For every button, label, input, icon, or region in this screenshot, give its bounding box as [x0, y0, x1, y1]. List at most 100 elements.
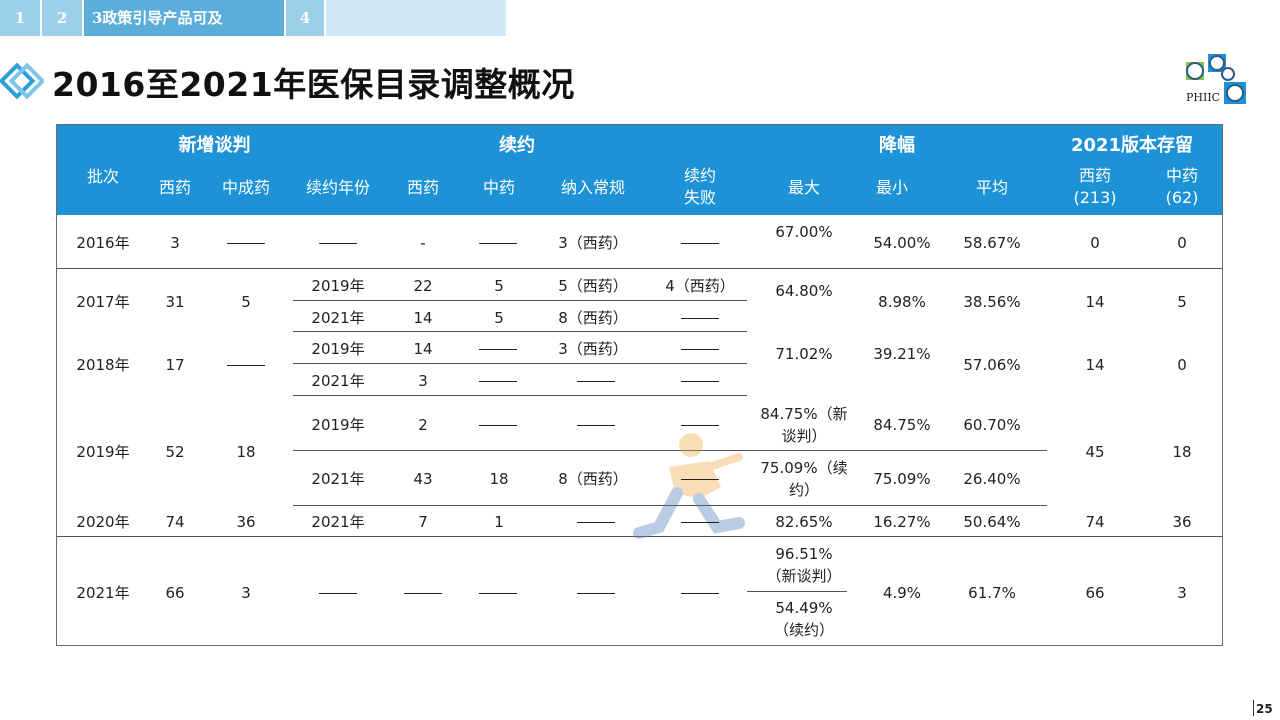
- page-number-divider: [1253, 700, 1254, 716]
- rule-2017b: [293, 331, 747, 332]
- row-2018b-dash: [577, 381, 615, 382]
- row-2017b-year: 2021年: [311, 309, 365, 327]
- row-2016-dash: [479, 243, 517, 244]
- row-2016-regular: 3（西药）: [558, 234, 628, 252]
- row-2017b-regular: 8（西药）: [558, 309, 628, 327]
- row-2018a-west: 14: [413, 340, 433, 358]
- row-2021-new-west: 66: [165, 584, 185, 602]
- row-2019b-west: 43: [413, 470, 433, 488]
- row-2021-max-new: 96.51% （新谈判）: [766, 545, 842, 585]
- sub-renew-year: 续约年份: [305, 178, 370, 197]
- row-2016-remain-west: 0: [1090, 234, 1100, 252]
- row-2017-remain-west: 14: [1085, 293, 1105, 311]
- header-remain: 2021版本存留: [1070, 135, 1194, 156]
- rule-2017a: [293, 300, 747, 301]
- row-2019b-tcm: 18: [489, 470, 509, 488]
- row-2019b-avg: 26.40%: [963, 470, 1021, 488]
- row-2019a-avg: 60.70%: [963, 416, 1021, 434]
- header-cut: 降幅: [879, 135, 915, 156]
- row-2021-remain-tcm: 3: [1177, 584, 1187, 602]
- tab-1[interactable]: 1: [0, 0, 40, 36]
- sub-renew-regular: 纳入常规: [560, 178, 625, 197]
- row-2019b-year: 2021年: [311, 470, 365, 488]
- row-2018-year: 2018年: [76, 356, 130, 374]
- rule-2016: [57, 268, 1222, 269]
- row-2016-dash: [319, 243, 357, 244]
- row-2016-avg: 58.67%: [963, 234, 1021, 252]
- sub-remain-tcm: 中药 (62): [1165, 166, 1199, 207]
- row-2016-remain-tcm: 0: [1177, 234, 1187, 252]
- runner-watermark-icon: [633, 433, 745, 539]
- row-2018-max: 71.02%: [775, 345, 833, 363]
- row-2018a-regular: 3（西药）: [558, 340, 628, 358]
- tab-2[interactable]: 2: [42, 0, 82, 36]
- phiic-logo: [1186, 54, 1246, 104]
- row-2017a-fail: 4（西药）: [665, 277, 735, 295]
- row-2017-min: 8.98%: [878, 293, 926, 311]
- rule-2021-max: [747, 591, 847, 592]
- row-2018b-west: 3: [418, 372, 428, 390]
- page-number: 25: [1256, 702, 1273, 716]
- tab-4[interactable]: 4: [286, 0, 324, 36]
- tab-5[interactable]: [326, 0, 506, 36]
- row-2020-dash: [577, 522, 615, 523]
- row-2017-new-tcm: 5: [241, 293, 251, 311]
- row-2019b-regular: 8（西药）: [558, 470, 628, 488]
- row-2019-remain-tcm: 18: [1172, 443, 1192, 461]
- row-2020-remain-west: 74: [1085, 513, 1105, 531]
- row-2017-remain-tcm: 5: [1177, 293, 1187, 311]
- row-2020-max: 82.65%: [775, 513, 833, 531]
- row-2020-new-tcm: 36: [236, 513, 256, 531]
- adjustment-table: 批次 新增谈判 续约 降幅 2021版本存留 西药 中成药 续约年份 西药 中药…: [56, 124, 1223, 646]
- row-2021-max-renew: 54.49% （续约）: [773, 599, 834, 639]
- row-2019a-year: 2019年: [311, 416, 365, 434]
- row-2021-dash: [319, 593, 357, 594]
- row-2021-dash: [479, 593, 517, 594]
- row-2016-dash: [681, 243, 719, 244]
- row-2021-remain-west: 66: [1085, 584, 1105, 602]
- row-2021-year: 2021年: [76, 584, 130, 602]
- row-2018a-dash: [681, 349, 719, 350]
- row-2017a-regular: 5（西药）: [558, 277, 628, 295]
- sub-cut-min: 最小: [875, 178, 908, 197]
- row-2016-dash: [227, 243, 265, 244]
- row-2020-year: 2020年: [76, 513, 130, 531]
- table-header: [57, 125, 1222, 215]
- rule-2019b: [293, 505, 1047, 506]
- row-2019-year: 2019年: [76, 443, 130, 461]
- row-2019-new-west: 52: [165, 443, 185, 461]
- sub-cut-max: 最大: [787, 178, 820, 197]
- row-2019a-dash: [681, 425, 719, 426]
- row-2017-year: 2017年: [76, 293, 130, 311]
- row-2017-max: 64.80%: [775, 282, 833, 300]
- row-2017b-tcm: 5: [494, 309, 504, 327]
- row-2018b-year: 2021年: [311, 372, 365, 390]
- row-2020-renew-west: 7: [418, 513, 428, 531]
- tab-3-active[interactable]: 3政策引导产品可及: [84, 0, 284, 36]
- row-2018-remain-west: 14: [1085, 356, 1105, 374]
- row-2019a-west: 2: [418, 416, 428, 434]
- row-2017b-west: 14: [413, 309, 433, 327]
- section-tabs: 1 2 3政策引导产品可及 4: [0, 0, 508, 36]
- diamond-icon: [0, 62, 44, 100]
- row-2020-dash: [681, 522, 719, 523]
- row-2020-renew-tcm: 1: [494, 513, 504, 531]
- row-2019b-max: 75.09%（续 约）: [760, 459, 848, 499]
- header-batch: 批次: [86, 167, 119, 186]
- row-2019b-dash: [681, 479, 719, 480]
- row-2019a-max: 84.75%（新 谈判）: [760, 405, 848, 445]
- row-2019b-min: 75.09%: [873, 470, 931, 488]
- sub-remain-west: 西药 (213): [1073, 166, 1117, 207]
- rule-2018b: [293, 395, 747, 396]
- row-2020-remain-tcm: 36: [1172, 513, 1192, 531]
- sub-renew-fail: 续约 失败: [683, 166, 716, 207]
- row-2019a-dash: [479, 425, 517, 426]
- row-2017b-dash: [681, 318, 719, 319]
- row-2019a-min: 84.75%: [873, 416, 931, 434]
- row-2019-remain-west: 45: [1085, 443, 1105, 461]
- row-2017-avg: 38.56%: [963, 293, 1021, 311]
- row-2018a-dash: [479, 349, 517, 350]
- sub-cut-avg: 平均: [975, 178, 1008, 197]
- row-2018a-year: 2019年: [311, 340, 365, 358]
- sub-new-west: 西药: [158, 178, 191, 197]
